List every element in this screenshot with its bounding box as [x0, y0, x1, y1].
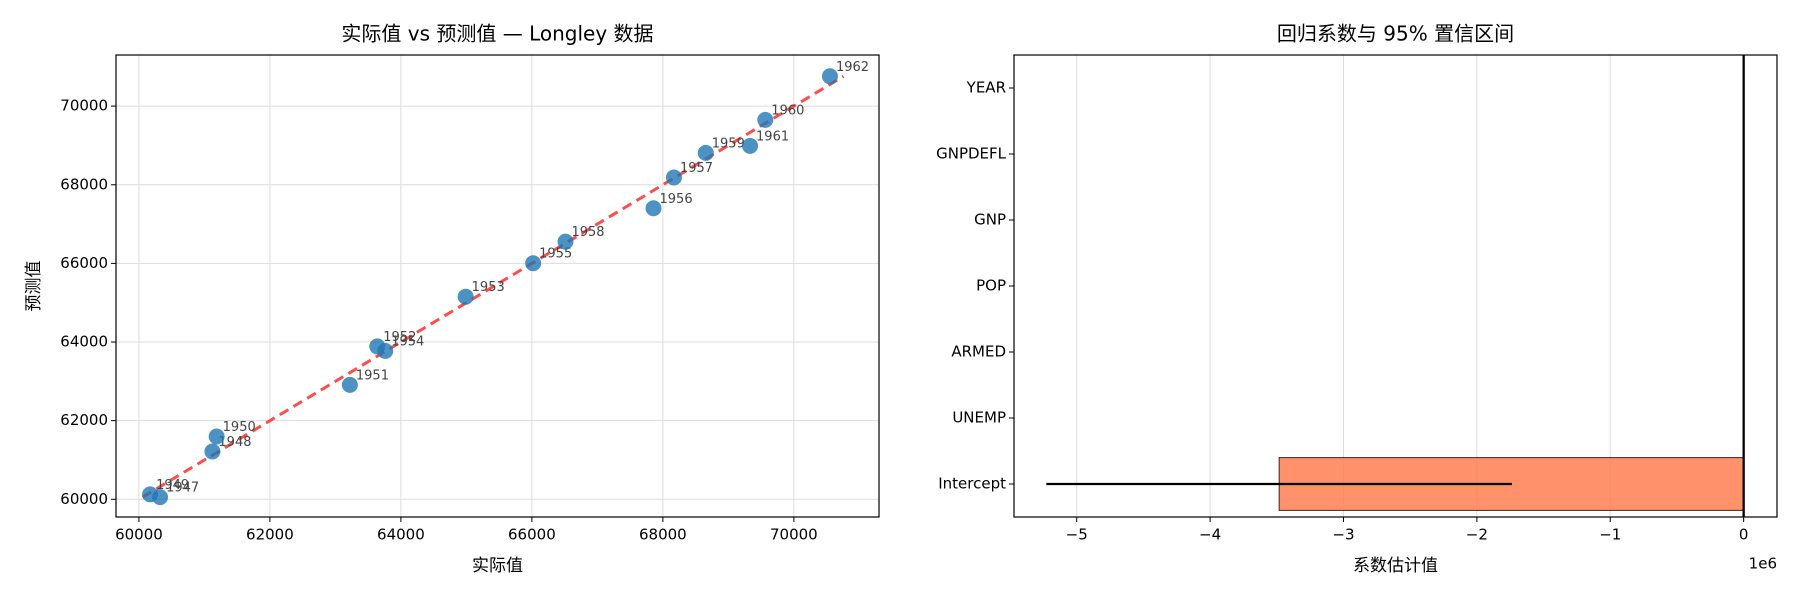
chart-title: 回归系数与 95% 置信区间: [1277, 22, 1514, 46]
point-label: 1960: [771, 103, 804, 118]
point: [341, 376, 358, 393]
point-label: 1958: [571, 225, 604, 240]
axes-frame: [1013, 54, 1778, 518]
reference-line: [141, 75, 845, 499]
x-tick-label: −5: [1066, 526, 1088, 544]
point-label: 1952: [383, 330, 416, 345]
offset-label: 1e6: [1749, 555, 1777, 573]
x-tick-label: 68000: [639, 526, 687, 544]
point-label: 1953: [472, 280, 505, 295]
point: [204, 443, 221, 460]
point-label: 1956: [660, 192, 693, 207]
point-label: 1957: [680, 161, 713, 176]
y-tick-label: GNPDEFL: [936, 145, 1007, 163]
y-tick-label: UNEMP: [952, 409, 1006, 427]
y-tick-label: 68000: [60, 175, 108, 193]
point-label: 1959: [712, 136, 745, 151]
y-tick-label: Intercept: [938, 475, 1006, 493]
x-tick-label: 62000: [246, 526, 294, 544]
x-tick-label: −4: [1199, 526, 1221, 544]
point: [821, 68, 838, 85]
point: [142, 486, 159, 503]
point-label: 1955: [539, 247, 572, 262]
point: [665, 169, 682, 186]
y-tick-label: YEAR: [966, 79, 1006, 97]
point: [697, 144, 714, 161]
chart-title: 实际值 vs 预测值 — Longley 数据: [341, 22, 653, 46]
y-tick-label: POP: [976, 277, 1006, 295]
y-axis-label: 预测值: [24, 261, 44, 312]
axes-frame: [115, 54, 880, 518]
y-tick-label: 64000: [60, 333, 108, 351]
y-tick-label: 66000: [60, 254, 108, 272]
point-label: 1954: [391, 334, 424, 349]
point: [208, 428, 225, 445]
point: [645, 200, 662, 217]
point: [377, 342, 394, 359]
x-tick-label: −3: [1332, 526, 1354, 544]
y-tick-label: 60000: [60, 490, 108, 508]
x-tick-label: 66000: [508, 526, 556, 544]
x-tick-label: 60000: [115, 526, 163, 544]
point: [457, 288, 474, 305]
x-tick-label: 70000: [770, 526, 818, 544]
point: [742, 137, 759, 154]
y-tick-label: 62000: [60, 411, 108, 429]
point-label: 1951: [356, 368, 389, 383]
x-tick-label: −2: [1466, 526, 1488, 544]
y-tick-label: 70000: [60, 97, 108, 115]
x-axis-label: 系数估计值: [1353, 556, 1438, 576]
point: [757, 111, 774, 128]
point-label: 1962: [836, 60, 869, 75]
point-label: 1948: [218, 435, 251, 450]
y-tick-label: ARMED: [951, 343, 1006, 361]
point-label: 1961: [756, 129, 789, 144]
point-label: 1947: [166, 481, 199, 496]
x-tick-label: 64000: [377, 526, 425, 544]
x-axis-label: 实际值: [472, 556, 523, 576]
y-tick-label: GNP: [974, 211, 1006, 229]
point: [525, 255, 542, 272]
point-label: 1949: [156, 478, 189, 493]
point: [557, 233, 574, 250]
x-tick-label: 0: [1739, 526, 1749, 544]
point-label: 1950: [223, 420, 256, 435]
x-tick-label: −1: [1599, 526, 1621, 544]
